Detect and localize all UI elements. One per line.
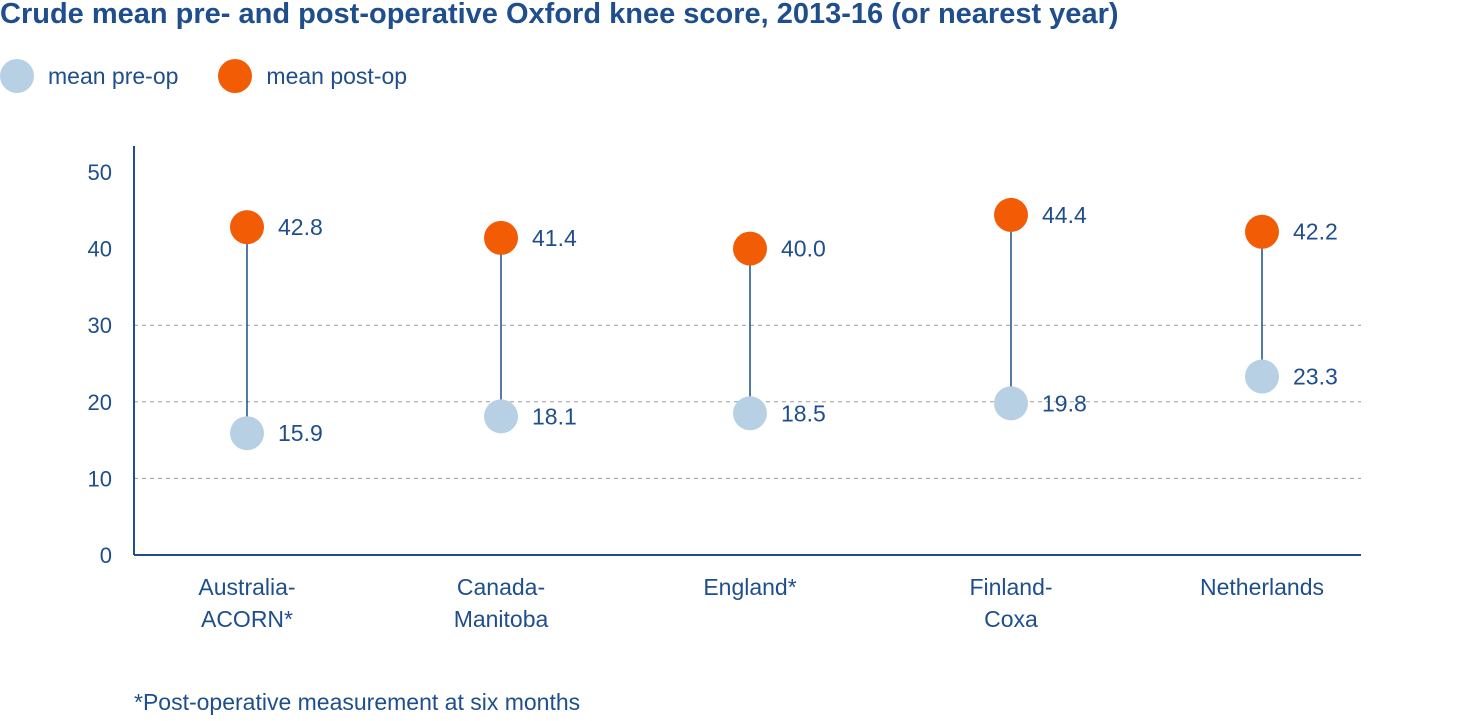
legend-swatch-pre-op (0, 59, 34, 93)
post-op-point (994, 197, 1028, 232)
post-op-point (1245, 214, 1279, 249)
x-category-label: Manitoba (454, 606, 549, 632)
footnote: *Post-operative measurement at six month… (134, 689, 581, 715)
pre-op-point (484, 399, 518, 434)
x-category-label: ACORN* (201, 606, 293, 632)
y-tick-label: 10 (88, 466, 112, 491)
post-op-point (484, 220, 518, 255)
pre-op-value-label: 18.1 (532, 403, 577, 429)
x-category-label: Australia- (198, 574, 295, 600)
pre-op-point (994, 386, 1028, 421)
post-op-value-label: 40.0 (781, 236, 826, 262)
post-op-value-label: 42.2 (1293, 219, 1338, 245)
y-tick-label: 30 (88, 313, 112, 338)
pre-op-point (1245, 359, 1279, 394)
post-op-point (230, 210, 264, 245)
x-category-label: Canada- (457, 574, 545, 600)
x-category-label: Coxa (984, 606, 1038, 632)
post-op-point (733, 231, 767, 266)
pre-op-value-label: 19.8 (1042, 390, 1087, 416)
post-op-value-label: 44.4 (1042, 202, 1087, 228)
x-category-label: Netherlands (1200, 574, 1324, 600)
legend-swatch-post-op (218, 59, 253, 93)
x-category-label: England* (703, 574, 796, 600)
legend-label-pre-op: mean pre-op (48, 62, 179, 89)
chart-title: Crude mean pre- and post-operative Oxfor… (0, 0, 1119, 30)
pre-op-point (733, 396, 767, 431)
legend: mean pre-op mean post-op (0, 58, 447, 94)
pre-op-value-label: 15.9 (278, 420, 323, 446)
pre-op-value-label: 18.5 (781, 400, 826, 426)
post-op-value-label: 41.4 (532, 225, 577, 251)
legend-label-post-op: mean post-op (266, 62, 408, 89)
x-category-label: Finland- (969, 574, 1052, 600)
pre-op-point (230, 416, 264, 451)
y-tick-label: 50 (88, 160, 112, 185)
y-tick-label: 40 (88, 237, 112, 262)
legend-item-pre-op: mean pre-op (0, 59, 178, 93)
legend-item-post-op: mean post-op (218, 59, 407, 93)
y-tick-label: 20 (88, 390, 112, 415)
post-op-value-label: 42.8 (278, 214, 323, 240)
pre-op-value-label: 23.3 (1293, 364, 1338, 390)
y-tick-label: 0 (100, 543, 112, 568)
